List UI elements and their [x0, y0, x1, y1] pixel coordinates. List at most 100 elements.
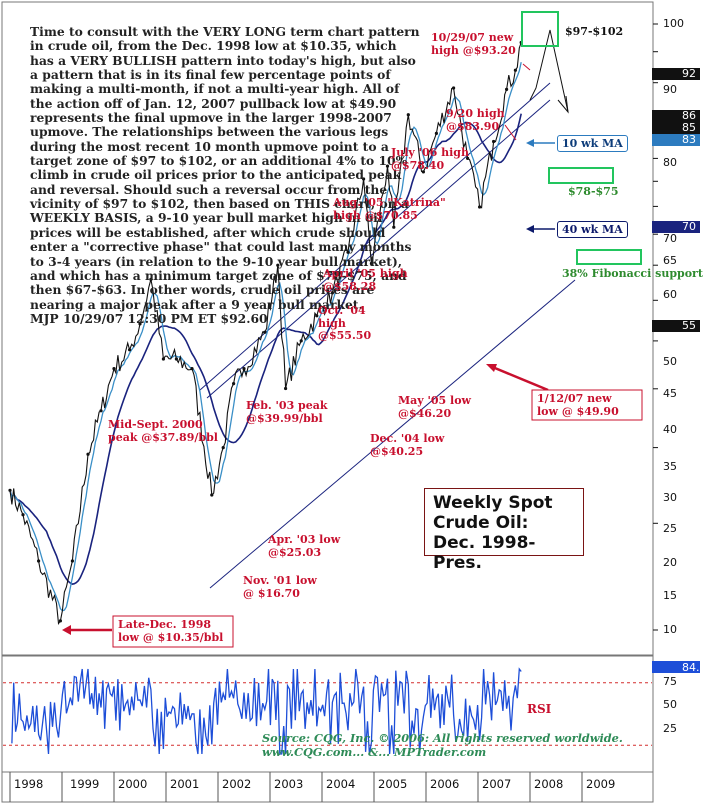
price-point: [8, 488, 12, 492]
price-point: [392, 225, 396, 229]
rsi-value-label: 84.: [682, 661, 700, 674]
price-point: [421, 170, 425, 174]
projected-path: [529, 29, 569, 113]
price-box-55: 55: [652, 320, 700, 332]
arrow-jan07-low-head: [486, 364, 497, 372]
commentary-signature: MJP 10/29/07 12:30 PM ET $92.60: [30, 310, 268, 326]
ma10-line: [9, 62, 522, 612]
price-point: [210, 493, 214, 497]
source-line-1: Source: CQG, Inc. © 2006: All rights res…: [262, 731, 623, 745]
x-tick-label: 2005: [378, 777, 408, 791]
source-line-2: www.CQG.com... &... MPTrader.com: [262, 744, 487, 759]
arrow-1029-high: [522, 63, 531, 71]
x-tick-label: 2003: [274, 777, 304, 791]
annotation-dec04-low: Dec. '04 low @$40.25: [370, 432, 445, 458]
y-tick-label: 45: [663, 387, 677, 400]
price-point: [112, 367, 116, 371]
y-tick-label: 40: [663, 423, 677, 436]
commentary-text: Time to consult with the VERY LONG term …: [30, 24, 420, 312]
annotation-boxes: [112, 389, 643, 648]
ma40-label: 40 wk MA: [557, 221, 628, 238]
rsi-label: RSI: [527, 702, 552, 716]
fibonacci-label: 38% Fibonacci support: [562, 267, 703, 280]
target-box-97-102: [521, 11, 559, 47]
annotation-apr05-high: April '05 high @$58.28: [323, 267, 408, 293]
target-box-fib: [576, 249, 642, 265]
jan07-low-box: [531, 389, 643, 421]
annotation-jan07-low: 1/12/07 new low @ $49.90: [537, 392, 619, 418]
source-credit: Source: CQG, Inc. © 2006: All rights res…: [262, 731, 623, 759]
y-tick-label: 60: [663, 288, 677, 301]
arrow-0920-high: [504, 124, 517, 141]
ma40-line: [9, 113, 522, 585]
x-axis-ticks: [9, 772, 583, 802]
price-point: [362, 177, 366, 181]
price-point: [369, 261, 373, 266]
price-point: [315, 314, 319, 318]
price-box-85: 85: [652, 122, 700, 134]
y-tick-label: 10: [663, 623, 677, 636]
price-box-83: 83: [652, 134, 700, 146]
y-tick-label: 50: [663, 355, 677, 368]
x-tick-label: 2001: [170, 777, 200, 791]
y-tick-label: 80: [663, 156, 677, 169]
x-tick-label: 2006: [430, 777, 460, 791]
annotation-aug05-high: Aug. '05 "Katrina" high @$70.85: [333, 196, 446, 222]
chart-title-line-1: Weekly Spot: [433, 493, 553, 513]
price-point: [385, 164, 390, 168]
price-swing-points: [8, 40, 523, 623]
price-point: [263, 330, 267, 334]
price-point: [492, 139, 496, 144]
ma10-label: 10 wk MA: [557, 135, 628, 152]
date-axis-border: [1, 771, 654, 803]
annotation-1029-high: 10/29/07 new high @$93.20: [431, 31, 516, 57]
x-tick-label: 2008: [534, 777, 564, 791]
annotation-nov01-low: Nov. '01 low @ $16.70: [243, 574, 317, 600]
target-boxes: [521, 11, 642, 265]
rsi-value-box: [652, 661, 700, 673]
price-point: [174, 357, 178, 361]
projected-arrowhead: [557, 95, 569, 114]
price-point: [70, 559, 74, 563]
y-tick-label: 30: [663, 491, 677, 504]
arrow-dec98-low-head: [62, 625, 71, 635]
x-tick-label: 1999: [70, 777, 100, 791]
annotation-arrows: [62, 29, 569, 635]
analyst-commentary: Time to consult with the VERY LONG term …: [30, 24, 422, 326]
x-tick-label: 1998: [14, 777, 44, 791]
rsi-tick-label: 50: [663, 698, 677, 711]
price-point: [505, 87, 509, 91]
rsi-tick-label: 25: [663, 722, 677, 735]
ma40-pointer-head: [526, 225, 534, 233]
price-point: [37, 559, 41, 563]
annotation-apr03-low: Apr. '03 low @$25.03: [268, 533, 341, 559]
y-tick-label: 70: [663, 232, 677, 245]
price-point: [221, 446, 225, 450]
x-tick-label: 2007: [482, 777, 512, 791]
channel-lower-line: [209, 279, 576, 589]
y-tick-label: 35: [663, 460, 677, 473]
dec98-low-box: [112, 615, 234, 648]
y-tick-label: 20: [663, 556, 677, 569]
annotation-feb03-peak: Feb. '03 peak @$39.99/bbl: [246, 399, 328, 425]
price-point: [330, 291, 334, 295]
ma10-pointer-head: [526, 139, 534, 147]
annotation-sep00-peak: Mid-Sept. 2000 peak @$37.89/bbl: [108, 418, 218, 444]
price-point: [86, 452, 90, 456]
price-point: [161, 357, 165, 361]
price-point: [284, 386, 288, 391]
rsi-tick-label: 75: [663, 675, 677, 688]
price-point: [276, 263, 280, 267]
price-box-86: 86: [652, 110, 700, 122]
x-tick-label: 2002: [222, 777, 252, 791]
price-line: [9, 42, 522, 625]
y-tick-label: 25: [663, 522, 677, 535]
arrow-jan07-low: [489, 364, 549, 392]
y-tick-label: 15: [663, 589, 677, 602]
price-point: [58, 619, 63, 623]
target-label-78-75: $78-$75: [568, 185, 619, 198]
y-tick-label: 65: [663, 254, 677, 267]
annotation-oct04-high: Oct. '04 high @$55.50: [318, 304, 372, 342]
price-point: [232, 382, 236, 386]
